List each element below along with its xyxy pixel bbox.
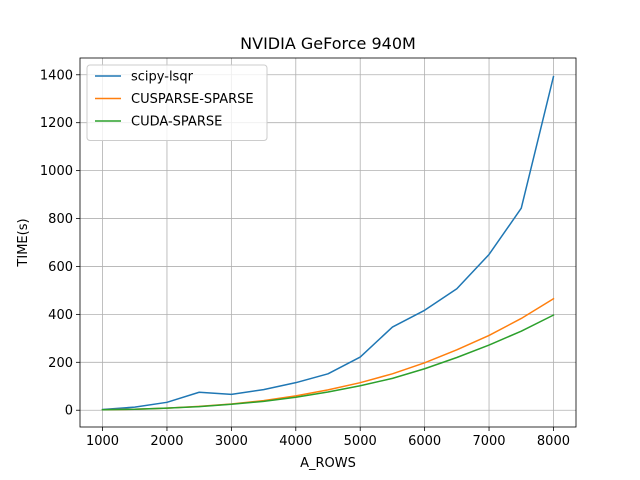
legend-label: CUDA-SPARSE xyxy=(131,115,222,130)
y-tick-label: 1000 xyxy=(40,164,73,179)
series-line-cuda-sparse xyxy=(101,314,555,411)
series-lines xyxy=(101,75,555,411)
y-tick-label: 0 xyxy=(65,404,73,419)
x-tick-label: 6000 xyxy=(408,434,441,449)
y-tick-label: 1400 xyxy=(40,68,73,83)
legend: scipy-lsqr CUSPARSE-SPARSE CUDA-SPARSE xyxy=(86,64,268,141)
y-tick-label: 600 xyxy=(48,260,73,275)
legend-label: scipy-lsqr xyxy=(131,70,194,85)
y-tick-label: 1200 xyxy=(40,116,73,131)
y-tick-label: 400 xyxy=(48,308,73,323)
legend-box xyxy=(86,64,268,141)
y-tick-label: 800 xyxy=(48,212,73,227)
axis-ticks: 1000 2000 3000 4000 5000 6000 7000 8000 0 200 400 6… xyxy=(40,68,570,449)
y-tick-label: 200 xyxy=(48,356,73,371)
x-tick-label: 7000 xyxy=(472,434,505,449)
x-tick-label: 3000 xyxy=(215,434,248,449)
x-tick-label: 8000 xyxy=(537,434,570,449)
plot-frame xyxy=(79,57,577,428)
x-tick-label: 4000 xyxy=(279,434,312,449)
series-line-scipy-lsqr xyxy=(101,75,555,411)
legend-label: CUSPARSE-SPARSE xyxy=(131,92,254,107)
x-tick-label: 5000 xyxy=(344,434,377,449)
chart-title: NVIDIA GeForce 940M xyxy=(240,34,416,53)
x-axis-title: A_ROWS xyxy=(300,456,356,471)
x-tick-label: 1000 xyxy=(86,434,119,449)
x-tick-label: 2000 xyxy=(150,434,183,449)
y-axis-title: TIME(s) xyxy=(16,218,31,267)
